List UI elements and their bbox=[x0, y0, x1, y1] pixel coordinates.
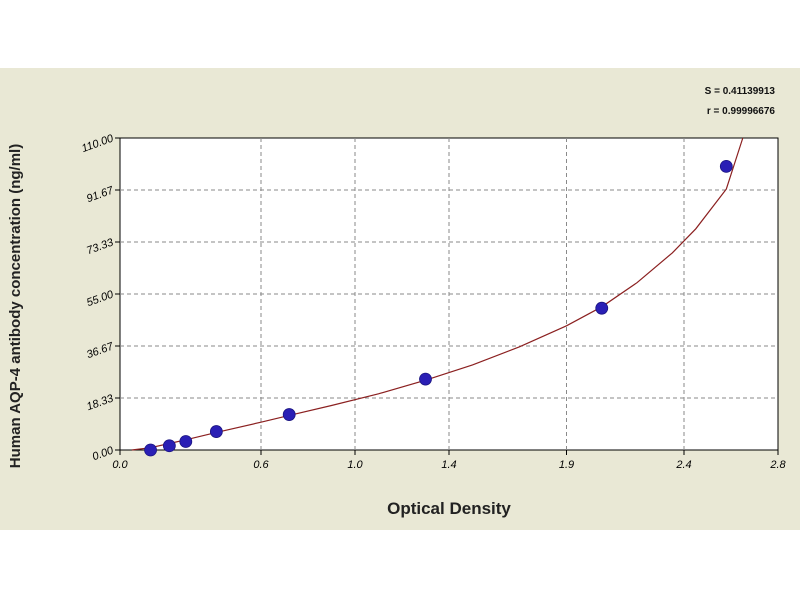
chart-panel: 0.0 0.6 1.0 1.4 1.9 2.4 2.8 0.00 18.33 36.67 55.00… bbox=[0, 68, 800, 530]
x-tick-label: 1.4 bbox=[441, 459, 456, 471]
x-tick-label: 2.8 bbox=[769, 459, 786, 471]
data-point bbox=[162, 439, 176, 453]
y-tick-label: 110.00 bbox=[80, 132, 116, 155]
data-point bbox=[719, 159, 733, 173]
y-tick-label: 36.67 bbox=[85, 340, 116, 361]
y-tick-label: 91.67 bbox=[85, 184, 116, 205]
x-tick-label: 0.6 bbox=[253, 459, 269, 471]
chart-svg: 0.0 0.6 1.0 1.4 1.9 2.4 2.80.0018.3336.6755.00… bbox=[7, 86, 787, 518]
y-axis-title: Human AQP-4 antibody concentration (ng/m… bbox=[7, 144, 24, 468]
data-point bbox=[179, 435, 193, 448]
grid-lines bbox=[115, 137, 779, 455]
x-tick-label: 0.0 bbox=[112, 459, 128, 471]
x-tick-label: 1.9 bbox=[559, 459, 574, 471]
data-point bbox=[595, 301, 609, 315]
data-points bbox=[144, 159, 733, 457]
x-axis-title: Optical Density bbox=[387, 499, 511, 518]
data-point bbox=[419, 372, 432, 386]
x-tick-label: 2.4 bbox=[675, 459, 691, 471]
data-point bbox=[209, 425, 223, 438]
x-tick-label: 1.0 bbox=[347, 459, 363, 471]
data-point bbox=[144, 443, 157, 457]
data-point bbox=[282, 408, 296, 421]
y-tick-label: 18.33 bbox=[85, 392, 116, 413]
y-tick-label: 55.00 bbox=[85, 288, 116, 309]
stat-r: r = 0.99996676 bbox=[707, 106, 776, 117]
stat-s: S = 0.41139913 bbox=[705, 86, 776, 97]
y-tick-label: 73.33 bbox=[85, 236, 116, 257]
